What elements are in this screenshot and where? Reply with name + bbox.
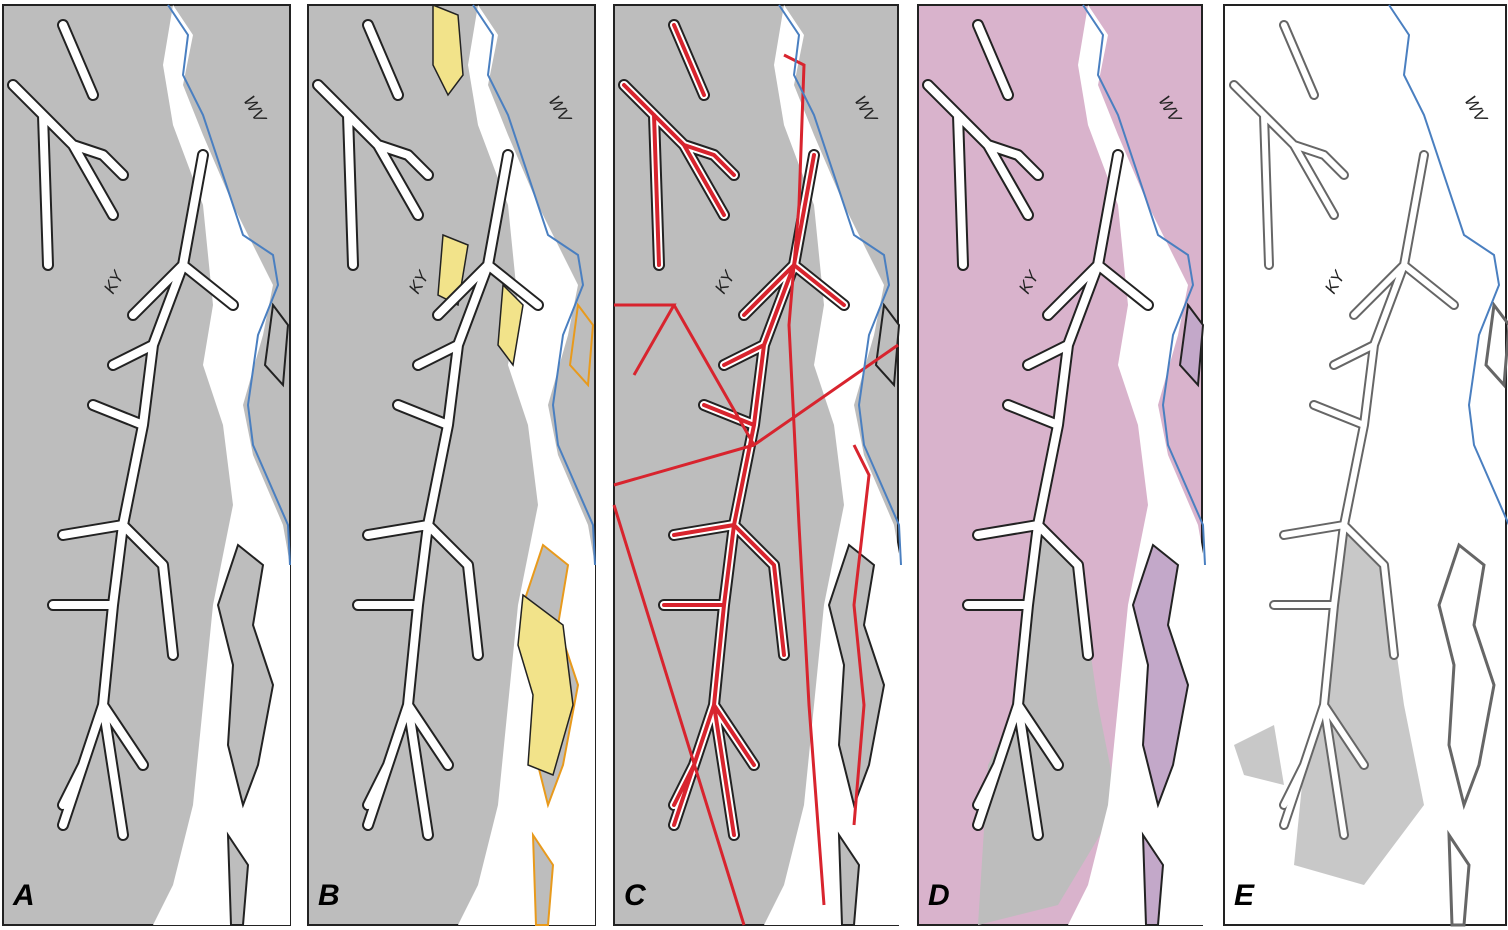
panel-e: KY WV E <box>1224 5 1508 925</box>
panel-d: KY WV D <box>918 5 1205 925</box>
panel-letter: A <box>12 879 35 912</box>
panel-letter: C <box>624 879 647 912</box>
panel-b: KY WV B <box>308 5 595 925</box>
panel-a: KY WV A <box>3 5 290 925</box>
panel-letter: E <box>1234 879 1255 912</box>
panel-letter: B <box>318 879 340 912</box>
panel-letter: D <box>928 879 950 912</box>
figure: KY WV A KY WV B KY WV C <box>0 0 1508 930</box>
panel-c: KY WV C <box>614 5 901 925</box>
